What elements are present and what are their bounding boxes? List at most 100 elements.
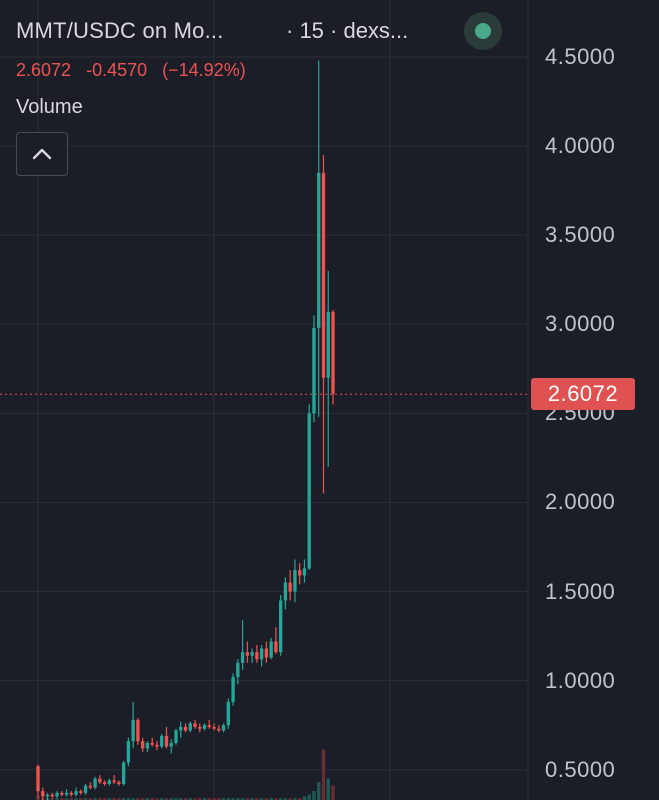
volume-bar <box>250 798 254 800</box>
candle-body <box>293 570 297 592</box>
candle-body <box>278 600 283 653</box>
volume-bar <box>240 798 245 800</box>
candle-body <box>212 726 216 729</box>
collapse-indicators-button[interactable] <box>16 132 68 176</box>
candle-body <box>231 677 235 703</box>
candle-body <box>155 744 159 747</box>
candle-body <box>117 782 121 784</box>
candle-body <box>55 792 59 797</box>
candle-body <box>264 648 269 658</box>
y-axis-tick-label: 3.0000 <box>545 311 616 337</box>
candle-body <box>88 785 93 788</box>
candle-body <box>259 648 264 660</box>
y-axis-tick-label: 0.5000 <box>545 756 616 782</box>
candle-body <box>236 662 240 678</box>
volume-bar <box>283 798 288 800</box>
candle-body <box>298 570 302 576</box>
last-price-value: 2.6072 <box>16 60 72 80</box>
volume-bar <box>264 798 269 800</box>
candle-body <box>326 311 330 378</box>
y-axis-tick-label: 1.5000 <box>545 578 616 604</box>
candle-body <box>36 766 40 792</box>
candle-body <box>164 735 169 747</box>
volume-indicator-label[interactable]: Volume <box>16 96 83 118</box>
candle-body <box>245 652 250 656</box>
volume-bar <box>278 798 283 800</box>
market-status-indicator[interactable] <box>464 12 502 50</box>
candle-body <box>255 652 259 660</box>
candle-body <box>141 741 145 749</box>
volume-bar <box>302 796 307 800</box>
candle-body <box>93 778 97 788</box>
volume-bar <box>55 798 59 800</box>
volume-bar <box>126 798 131 800</box>
volume-bar <box>112 798 116 800</box>
candle-body <box>274 641 278 653</box>
volume-bar <box>236 798 240 800</box>
candle-body <box>207 725 211 727</box>
volume-bar <box>226 798 230 800</box>
candle-body <box>41 791 45 797</box>
volume-bar <box>293 798 297 800</box>
volume-bar <box>169 798 173 800</box>
candle-body <box>126 741 131 763</box>
volume-bar <box>288 798 292 800</box>
volume-bar <box>131 798 135 800</box>
candle-body <box>283 582 288 601</box>
candle-body <box>307 413 311 569</box>
volume-bar <box>326 778 330 800</box>
candle-body <box>145 742 150 749</box>
candle-body <box>331 311 335 394</box>
candle-body <box>64 792 69 795</box>
candle-body <box>169 742 173 747</box>
candle-body <box>121 762 126 784</box>
interval-label[interactable]: · 15 · dexs... <box>286 18 409 43</box>
candle-body <box>112 780 116 783</box>
volume-bar <box>83 798 88 800</box>
volume-bar <box>221 798 226 800</box>
candle-body <box>79 791 83 793</box>
candle-body <box>302 568 307 576</box>
volume-bar <box>298 798 302 800</box>
volume-bar <box>207 798 211 800</box>
status-dot-icon <box>475 23 491 39</box>
volume-bar <box>160 798 164 800</box>
candle-body <box>131 719 135 742</box>
candle-body <box>193 723 197 727</box>
volume-bar <box>79 798 83 800</box>
candlestick-series <box>36 60 335 800</box>
y-axis-tick-label: 2.0000 <box>545 489 616 515</box>
volume-bar <box>217 798 221 800</box>
candle-body <box>150 742 154 745</box>
price-change: -0.4570 <box>86 60 148 80</box>
volume-bar <box>274 798 278 800</box>
volume-bar <box>331 785 335 800</box>
y-axis-tick-label: 4.5000 <box>545 44 616 69</box>
symbol-title[interactable]: MMT/USDC on Mo... <box>16 18 224 43</box>
volume-bar <box>259 798 264 800</box>
candle-body <box>250 652 254 656</box>
candle-body <box>98 778 102 783</box>
candle-body <box>102 782 107 784</box>
candle-body <box>188 723 192 731</box>
volume-bar <box>150 798 154 800</box>
volume-bar <box>183 798 188 800</box>
chevron-up-icon <box>32 148 52 160</box>
volume-bar <box>179 798 183 800</box>
volume-bar <box>321 749 326 800</box>
volume-bar <box>317 782 321 800</box>
volume-bar <box>64 798 69 800</box>
volume-bar <box>98 798 102 800</box>
candle-body <box>240 652 245 663</box>
volume-bar <box>231 798 235 800</box>
volume-bar <box>102 798 107 800</box>
volume-bar <box>107 798 112 800</box>
candle-body <box>198 726 202 729</box>
quote-row: 2.6072 -0.4570 (−14.92%) <box>16 60 256 81</box>
volume-bar <box>145 798 150 800</box>
candle-body <box>69 792 73 795</box>
volume-bar <box>136 798 140 800</box>
chart-grid <box>0 0 529 800</box>
candle-body <box>183 726 188 731</box>
